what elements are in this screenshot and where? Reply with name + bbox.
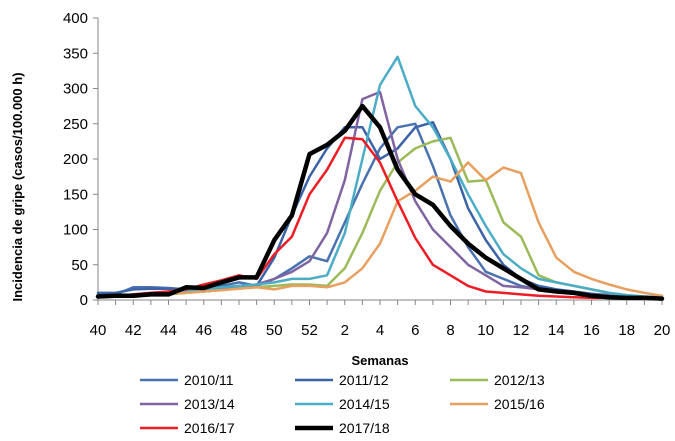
series-line-2014-15 xyxy=(96,55,664,299)
x-axis-title: Semanas xyxy=(351,353,408,368)
x-tick-label: 48 xyxy=(231,322,248,339)
y-tick-label: 200 xyxy=(63,151,88,168)
y-tick-label: 300 xyxy=(63,81,88,98)
legend-label: 2011/12 xyxy=(339,372,389,388)
series-layer xyxy=(95,55,665,301)
legend-label: 2017/18 xyxy=(339,420,390,436)
x-tick-label: 20 xyxy=(654,322,671,339)
legend-item-2012-13: 2012/13 xyxy=(450,372,545,388)
x-axis: 40 42 44 46 48 50 52 2 4 6 8 10 12 14 16 18 20 xyxy=(90,299,671,339)
legend-label: 2012/13 xyxy=(494,372,545,388)
legend-item-2010-11: 2010/11 xyxy=(140,372,234,388)
legend-item-2016-17: 2016/17 xyxy=(140,420,235,436)
x-tick-label: 14 xyxy=(548,322,565,339)
y-tick-label: 250 xyxy=(63,116,88,133)
x-tick-label: 6 xyxy=(411,322,419,339)
y-axis-title: Incidencia de gripe (casos/100.000 h) xyxy=(10,72,25,301)
legend-item-2013-14: 2013/14 xyxy=(140,396,235,412)
legend-label: 2016/17 xyxy=(184,420,235,436)
series-line-2015-16 xyxy=(96,161,664,298)
x-tick-label: 40 xyxy=(90,322,107,339)
y-tick-label: 100 xyxy=(63,222,88,239)
x-tick-label: 2 xyxy=(341,322,349,339)
y-axis: 0 50 100 150 200 250 300 350 400 xyxy=(63,10,99,309)
legend-item-2011-12: 2011/12 xyxy=(295,372,389,388)
legend-item-2014-15: 2014/15 xyxy=(295,396,390,412)
x-tick-label: 52 xyxy=(301,322,318,339)
y-tick-label: 0 xyxy=(80,292,88,309)
legend-item-2017-18: 2017/18 xyxy=(295,420,390,436)
y-tick-label: 350 xyxy=(63,45,88,62)
series-line-2017-18 xyxy=(95,103,665,301)
series-line-2010-11 xyxy=(96,122,664,300)
x-tick-label: 4 xyxy=(376,322,384,339)
legend-label: 2013/14 xyxy=(184,396,235,412)
series-line-2013-14 xyxy=(96,90,664,300)
x-tick-label: 44 xyxy=(160,322,177,339)
x-tick-label: 50 xyxy=(266,322,283,339)
x-tick-label: 42 xyxy=(125,322,142,339)
x-tick-label: 18 xyxy=(618,322,635,339)
legend-item-2015-16: 2015/16 xyxy=(450,396,545,412)
y-tick-label: 50 xyxy=(71,257,88,274)
legend-label: 2015/16 xyxy=(494,396,545,412)
y-tick-label: 400 xyxy=(63,10,88,27)
x-tick-label: 16 xyxy=(583,322,600,339)
legend-label: 2014/15 xyxy=(339,396,390,412)
x-tick-label: 12 xyxy=(513,322,530,339)
x-tick-label: 8 xyxy=(446,322,454,339)
x-tick-label: 10 xyxy=(477,322,494,339)
y-tick-label: 150 xyxy=(63,186,88,203)
legend-label: 2010/11 xyxy=(184,372,234,388)
x-tick-label: 46 xyxy=(195,322,212,339)
legend: 2010/11 2011/12 2012/13 2013/14 2014/15 2015/… xyxy=(140,372,545,436)
